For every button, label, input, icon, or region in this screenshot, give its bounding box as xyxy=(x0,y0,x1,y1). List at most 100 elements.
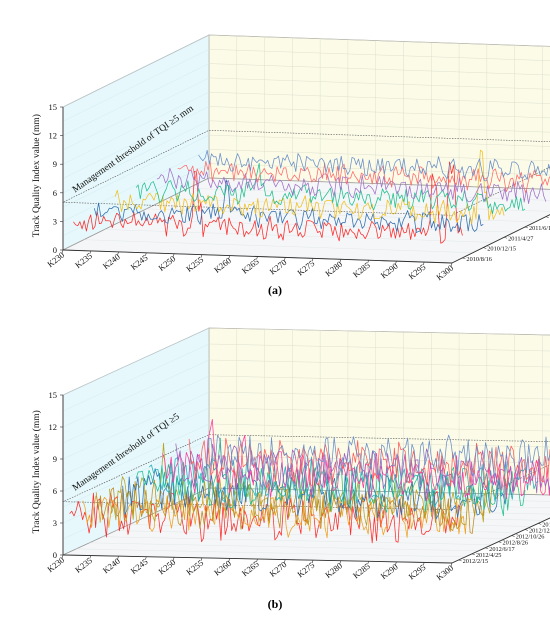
date-tick-mark xyxy=(511,535,515,537)
series-line xyxy=(135,162,526,214)
y-tick-label: 0 xyxy=(53,245,57,255)
grid-line xyxy=(62,407,210,476)
grid-line xyxy=(83,239,473,253)
y-tick-label: 3 xyxy=(53,518,57,528)
x-tick-mark xyxy=(395,261,397,265)
x-tick-mark xyxy=(200,557,203,561)
grid-line xyxy=(208,439,550,448)
x-tick-mark xyxy=(117,251,119,255)
x-tick-label: K270 xyxy=(267,257,288,277)
panel-caption: (b) xyxy=(268,597,283,611)
x-tick-label: K235 xyxy=(73,555,94,575)
grid-line xyxy=(62,120,210,193)
x-tick-label: K275 xyxy=(295,258,316,278)
y-tick-label: 12 xyxy=(49,422,58,432)
date-tick-mark xyxy=(483,247,487,249)
date-tick-mark xyxy=(524,529,529,531)
x-tick-mark xyxy=(450,262,453,267)
date-label: 2010/8/16 xyxy=(466,256,492,263)
x-tick-label: K270 xyxy=(267,559,288,579)
date-label: 2012/6/17 xyxy=(489,546,515,553)
y-tick-label: 3 xyxy=(53,216,57,226)
date-tick-mark xyxy=(498,541,502,543)
grid-line xyxy=(125,218,515,233)
date-tick-mark xyxy=(504,237,508,239)
y-tick-label: 15 xyxy=(49,102,58,112)
date-label: 2011/4/27 xyxy=(508,235,533,242)
y-tick-label: 6 xyxy=(53,188,57,198)
x-tick-label: K300 xyxy=(434,263,455,283)
x-tick-mark xyxy=(172,557,175,561)
x-tick-label: K280 xyxy=(323,259,344,279)
x-tick-label: K260 xyxy=(212,255,233,275)
y-tick-label: 0 xyxy=(53,550,57,560)
date-tick-mark xyxy=(462,257,466,260)
x-tick-mark xyxy=(117,556,119,560)
x-tick-label: K250 xyxy=(156,253,177,273)
x-tick-mark xyxy=(450,562,453,567)
chart-panel-a: K230 K235 K240 K245 K250 K255 K260 K265 K270 K275… xyxy=(31,34,550,297)
series-line xyxy=(114,149,505,225)
x-tick-label: K255 xyxy=(184,558,205,578)
panel-caption: (a) xyxy=(268,283,282,297)
grid-line xyxy=(89,542,479,552)
grid-line xyxy=(76,548,466,558)
date-label: 2013/5/22 xyxy=(542,521,550,528)
date-label: 2012/2/15 xyxy=(463,558,489,565)
x-tick-mark xyxy=(311,560,314,564)
grid-line xyxy=(62,92,210,165)
grid-line xyxy=(62,34,210,108)
x-tick-mark xyxy=(284,257,286,261)
grid-line xyxy=(62,359,210,428)
x-tick-mark xyxy=(395,561,397,565)
x-tick-mark xyxy=(145,556,147,560)
grid-line xyxy=(62,106,210,179)
series-line xyxy=(202,434,550,481)
x-tick-label: K265 xyxy=(240,256,261,276)
x-tick-mark xyxy=(172,253,175,257)
x-tick-mark xyxy=(145,252,147,256)
grid-line xyxy=(208,343,550,352)
grid-line xyxy=(208,327,550,336)
grid-line xyxy=(62,391,210,460)
grid-line xyxy=(208,92,550,104)
grid-line xyxy=(188,188,550,201)
grid-line xyxy=(208,359,550,368)
grid-line xyxy=(129,524,519,533)
x-tick-label: K290 xyxy=(379,562,400,582)
x-tick-label: K295 xyxy=(406,562,427,582)
grid-line xyxy=(208,106,550,119)
date-tick-mark xyxy=(524,226,529,229)
date-label: 2012/12/24 xyxy=(529,528,550,535)
date-tick-mark xyxy=(545,216,549,218)
grid-line xyxy=(62,327,210,396)
chart-panel-b: K230 K235 K240 K245 K250 K255 K260 K265 K270 K275… xyxy=(31,327,550,611)
x-tick-label: K245 xyxy=(129,556,150,576)
x-tick-label: K290 xyxy=(379,261,400,281)
grid-line xyxy=(62,49,210,122)
series-line xyxy=(156,167,547,204)
x-tick-label: K245 xyxy=(129,252,150,272)
grid-line xyxy=(208,120,550,133)
x-tick-mark xyxy=(284,559,286,563)
series-line xyxy=(82,489,473,539)
y-axis-title: Track Quality Index value (mm) xyxy=(31,410,42,533)
grid-line xyxy=(116,530,506,539)
y-tick-label: 12 xyxy=(49,131,58,141)
grid-line xyxy=(208,63,550,76)
x-tick-mark xyxy=(367,260,369,264)
y-tick-label: 9 xyxy=(53,454,57,464)
grid-line xyxy=(208,407,550,416)
x-tick-mark xyxy=(228,558,230,562)
x-tick-label: K275 xyxy=(295,560,316,580)
date-label: 2012/4/25 xyxy=(476,552,502,559)
x-tick-label: K240 xyxy=(101,252,122,272)
grid-line xyxy=(208,423,550,432)
x-tick-label: K295 xyxy=(406,262,427,282)
date-tick-mark xyxy=(458,559,462,562)
x-tick-label: K285 xyxy=(351,561,372,581)
grid-line xyxy=(208,34,550,47)
grid-line xyxy=(102,536,492,545)
grid-line xyxy=(62,375,210,444)
